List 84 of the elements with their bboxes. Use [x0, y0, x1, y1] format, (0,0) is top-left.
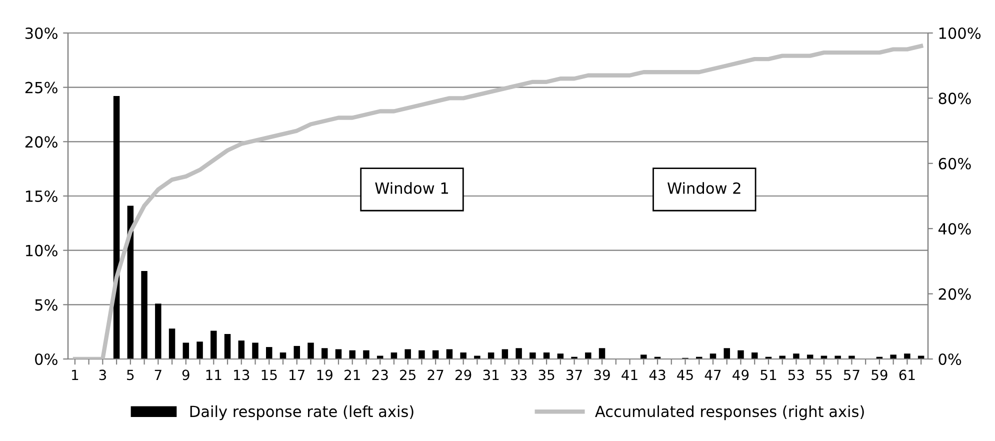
x-tick-label: 49	[732, 370, 749, 380]
y-tick-label: 25%	[25, 82, 58, 94]
bar	[252, 342, 258, 359]
bar	[890, 354, 896, 359]
x-tick-label: 35	[538, 370, 554, 380]
bar	[141, 270, 148, 359]
bar	[335, 349, 342, 359]
bar	[238, 340, 245, 359]
line-series	[72, 44, 924, 359]
bar	[474, 356, 480, 359]
x-tick-label: 55	[816, 370, 832, 380]
x-tick-label: 1	[72, 370, 78, 380]
y2-tick-label: 40%	[938, 223, 971, 235]
x-tick-label: 39	[594, 370, 610, 380]
bar	[516, 348, 522, 359]
bar	[349, 350, 356, 359]
y2-tick-label: 0%	[938, 353, 962, 366]
bar	[585, 352, 592, 359]
x-tick-label: 7	[154, 370, 162, 380]
bar	[793, 354, 800, 359]
bar	[168, 328, 176, 359]
bar	[308, 342, 314, 359]
x-tick-label: 5	[127, 370, 134, 380]
y-tick-label: 5%	[35, 299, 58, 311]
bar	[904, 354, 910, 359]
bar	[404, 349, 411, 359]
bar	[640, 354, 647, 359]
y2-tick-label: 80%	[938, 92, 971, 104]
y2-tick-label: 100%	[939, 27, 981, 40]
x-tick-label: 11	[206, 370, 222, 380]
y-tick-label: 30%	[25, 27, 58, 40]
legend-label: Accumulated responses (right axis)	[595, 405, 864, 420]
x-tick-label: 27	[428, 370, 444, 380]
bar	[460, 352, 466, 359]
x-tick-label: 23	[372, 370, 388, 380]
x-tick-label: 61	[899, 370, 915, 380]
x-tick-label: 45	[677, 370, 693, 380]
bar	[210, 330, 217, 359]
y2-tick-label: 20%	[938, 288, 971, 300]
annotation: Window 2	[668, 182, 740, 194]
x-tick-label: 13	[234, 370, 250, 380]
x-tick-label: 29	[456, 370, 472, 380]
x-tick-label: 17	[290, 370, 305, 380]
x-tick-label: 43	[649, 370, 666, 380]
y-tick-label: 15%	[26, 190, 58, 202]
bar	[446, 349, 453, 359]
x-tick-label: 3	[99, 370, 106, 380]
bar	[834, 356, 841, 359]
bar	[738, 350, 744, 359]
x-tick-label: 51	[760, 370, 776, 380]
bar	[363, 350, 370, 359]
legend-label: Daily response rate (left axis)	[190, 405, 414, 420]
x-tick-label: 31	[483, 370, 499, 380]
bar	[530, 352, 536, 359]
x-tick-label: 25	[400, 370, 416, 380]
x-tick-label: 53	[788, 370, 804, 380]
x-tick-label: 41	[622, 370, 638, 380]
x-tick-label: 57	[844, 370, 860, 380]
x-tick-label: 33	[511, 370, 527, 380]
bar	[848, 356, 855, 359]
bar	[294, 346, 300, 359]
y2-tick-label: 60%	[938, 158, 971, 170]
x-tick-label: 9	[182, 370, 190, 380]
x-tick-label: 15	[262, 370, 277, 380]
bar	[182, 342, 190, 359]
bar	[418, 350, 425, 359]
y-tick-label: 0%	[35, 353, 58, 366]
x-tick-label: 59	[872, 370, 888, 380]
annotation: Window 1	[375, 182, 448, 194]
bar	[598, 348, 606, 359]
bar	[224, 334, 231, 359]
x-tick-label: 37	[566, 370, 582, 380]
bar	[502, 349, 508, 359]
x-tick-label: 19	[317, 370, 332, 380]
y-tick-label: 20%	[25, 136, 58, 148]
bar	[321, 348, 328, 359]
bar	[155, 304, 162, 359]
bar	[266, 347, 272, 359]
bar	[196, 342, 203, 359]
x-tick-label: 21	[344, 370, 360, 380]
x-tick-label: 47	[704, 370, 721, 380]
bar	[779, 356, 786, 359]
y-tick-label: 10%	[26, 244, 58, 256]
bar	[724, 348, 730, 359]
